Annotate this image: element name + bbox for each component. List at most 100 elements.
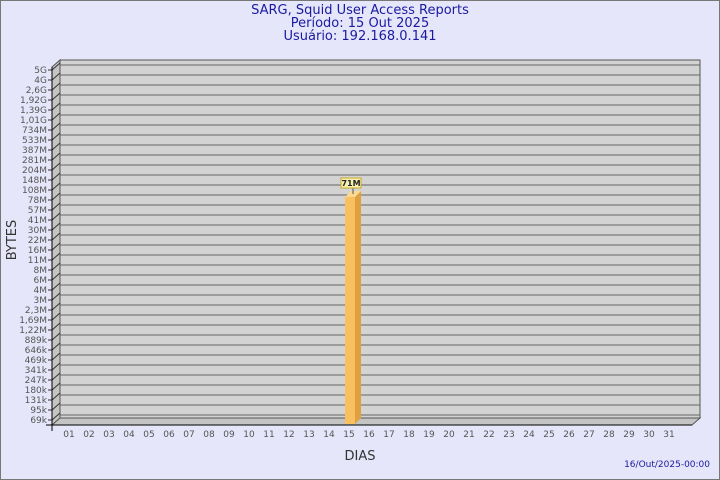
y-tick-slope bbox=[51, 152, 61, 161]
y-tick-label: 1,92G bbox=[20, 96, 47, 106]
y-tick-label: 4M bbox=[34, 286, 48, 296]
y-tick-slope bbox=[51, 62, 61, 71]
y-tick-slope bbox=[51, 192, 61, 201]
y-tick-label: 734M bbox=[22, 126, 47, 136]
y-tick-slope bbox=[51, 342, 61, 351]
x-tick-label: 23 bbox=[503, 430, 514, 440]
y-tick-label: 1,69M bbox=[19, 316, 47, 326]
x-tick-label: 28 bbox=[603, 430, 615, 440]
y-tick-slope bbox=[51, 392, 61, 401]
y-tick-label: 1,22M bbox=[19, 326, 47, 336]
y-tick-label: 8M bbox=[34, 266, 48, 276]
y-tick-slope bbox=[51, 272, 61, 281]
y-tick-label: 95k bbox=[30, 406, 47, 416]
y-tick-label: 41M bbox=[28, 216, 47, 226]
x-tick-label: 22 bbox=[483, 430, 494, 440]
y-tick-label: 78M bbox=[28, 196, 47, 206]
y-tick-slope bbox=[51, 312, 61, 321]
user-label: Usuário: 192.168.0.141 bbox=[283, 29, 437, 44]
x-tick-label: 16 bbox=[363, 430, 375, 440]
y-tick-label: 11M bbox=[28, 256, 47, 266]
chart-title: SARG, Squid User Access Reports bbox=[251, 3, 469, 18]
y-tick-label: 281M bbox=[22, 156, 47, 166]
y-tick-label: 3M bbox=[34, 296, 48, 306]
y-tick-label: 5G bbox=[34, 66, 47, 76]
y-tick-slope bbox=[51, 202, 61, 211]
y-tick-slope bbox=[51, 252, 61, 261]
x-tick-label: 03 bbox=[103, 430, 114, 440]
data-label-box bbox=[340, 177, 362, 189]
back-wall bbox=[59, 59, 701, 419]
x-tick-label: 12 bbox=[283, 430, 294, 440]
period-label: Período: 15 Out 2025 bbox=[290, 16, 430, 31]
x-tick-label: 19 bbox=[423, 430, 435, 440]
y-tick-slope bbox=[51, 112, 61, 121]
x-tick-label: 31 bbox=[663, 430, 674, 440]
y-tick-label: 204M bbox=[22, 166, 47, 176]
x-tick-label: 27 bbox=[583, 430, 594, 440]
x-tick-label: 21 bbox=[463, 430, 474, 440]
y-tick-label: 247k bbox=[25, 376, 48, 386]
y-tick-slope bbox=[51, 262, 61, 271]
y-tick-label: 533M bbox=[22, 136, 47, 146]
x-tick-label: 10 bbox=[243, 430, 255, 440]
y-tick-slope bbox=[51, 92, 61, 101]
y-tick-slope bbox=[51, 302, 61, 311]
x-tick-label: 17 bbox=[383, 430, 394, 440]
x-tick-label: 07 bbox=[183, 430, 194, 440]
y-tick-slope bbox=[51, 282, 61, 291]
x-tick-label: 15 bbox=[343, 430, 354, 440]
y-tick-slope bbox=[51, 292, 61, 301]
x-tick-label: 08 bbox=[203, 430, 215, 440]
y-tick-slope bbox=[51, 362, 61, 371]
y-tick-slope bbox=[51, 102, 61, 111]
x-tick-label: 13 bbox=[303, 430, 314, 440]
x-tick-label: 11 bbox=[263, 430, 274, 440]
y-tick-label: 6M bbox=[34, 276, 48, 286]
bar-side bbox=[355, 191, 361, 424]
y-tick-label: 646k bbox=[25, 346, 48, 356]
y-tick-slope bbox=[51, 332, 61, 341]
y-tick-slope bbox=[51, 132, 61, 141]
y-tick-slope bbox=[51, 352, 61, 361]
y-tick-label: 57M bbox=[28, 206, 47, 216]
x-tick-label: 18 bbox=[403, 430, 415, 440]
x-tick-label: 01 bbox=[63, 430, 74, 440]
x-tick-label: 05 bbox=[143, 430, 154, 440]
y-tick-slope bbox=[51, 182, 61, 191]
y-tick-slope bbox=[51, 372, 61, 381]
x-tick-label: 02 bbox=[83, 430, 94, 440]
y-tick-label: 148M bbox=[22, 176, 47, 186]
bar bbox=[345, 197, 355, 424]
y-tick-slope bbox=[51, 122, 61, 131]
data-label: 71M bbox=[341, 179, 360, 188]
x-tick-label: 04 bbox=[123, 430, 135, 440]
y-tick-slope bbox=[51, 212, 61, 221]
y-tick-label: 180k bbox=[25, 386, 48, 396]
x-tick-label: 06 bbox=[163, 430, 175, 440]
y-tick-label: 469k bbox=[25, 356, 48, 366]
y-tick-slope bbox=[51, 82, 61, 91]
y-axis-label: BYTES bbox=[5, 220, 20, 261]
y-tick-label: 387M bbox=[22, 146, 47, 156]
y-tick-label: 30M bbox=[28, 226, 47, 236]
x-tick-label: 25 bbox=[543, 430, 554, 440]
x-tick-label: 26 bbox=[563, 430, 575, 440]
side-wall bbox=[51, 58, 61, 427]
y-tick-slope bbox=[51, 142, 61, 151]
y-tick-slope bbox=[51, 242, 61, 251]
generated-timestamp: 16/Out/2025-00:00 bbox=[624, 460, 710, 470]
y-tick-slope bbox=[51, 172, 61, 181]
y-tick-label: 131k bbox=[25, 396, 48, 406]
y-tick-label: 108M bbox=[22, 186, 47, 196]
y-tick-label: 16M bbox=[28, 246, 47, 256]
y-tick-slope bbox=[51, 232, 61, 241]
y-tick-label: 1,39G bbox=[20, 106, 47, 116]
y-tick-label: 69k bbox=[30, 416, 47, 426]
y-tick-label: 889k bbox=[25, 336, 48, 346]
x-tick-label: 30 bbox=[643, 430, 655, 440]
y-tick-label: 4G bbox=[34, 76, 47, 86]
floor bbox=[50, 417, 702, 426]
y-tick-slope bbox=[51, 322, 61, 331]
